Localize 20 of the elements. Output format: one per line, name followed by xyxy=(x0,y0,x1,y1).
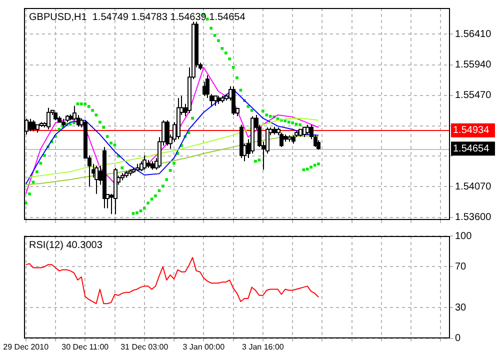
y-tick-label: 0 xyxy=(455,333,461,344)
candlestick xyxy=(166,120,170,146)
y-tick-label: 1.55940 xyxy=(455,60,492,70)
x-tick-label: 30 Dec 11:00 xyxy=(62,342,110,352)
y-tick-label: 70 xyxy=(455,261,467,272)
x-tick-label: 31 Dec 03:00 xyxy=(120,342,169,352)
x-tick-label: 3 Jan 16:00 xyxy=(242,342,284,352)
chart-title: GBPUSD,H1 1.54749 1.54783 1.54639 1.54654 xyxy=(29,12,246,23)
candlestick xyxy=(32,120,36,132)
y-tick-label: 100 xyxy=(455,230,472,242)
x-tick-label: 29 Dec 2010 xyxy=(3,342,50,352)
y-tick-label: 1.56410 xyxy=(455,28,492,40)
y-tick-label: 1.54070 xyxy=(455,181,492,192)
y-tick-label: 1.55470 xyxy=(455,90,492,102)
chart-title: RSI(12) 40.3003 xyxy=(29,240,103,251)
ref-line-label: 1.54654 xyxy=(453,143,490,154)
x-tick-label: 3 Jan 00:00 xyxy=(182,342,226,352)
ref-line-label: 1.54934 xyxy=(453,125,490,136)
y-tick-label: 1.53600 xyxy=(455,212,492,224)
y-tick-label: 30 xyxy=(455,302,467,314)
